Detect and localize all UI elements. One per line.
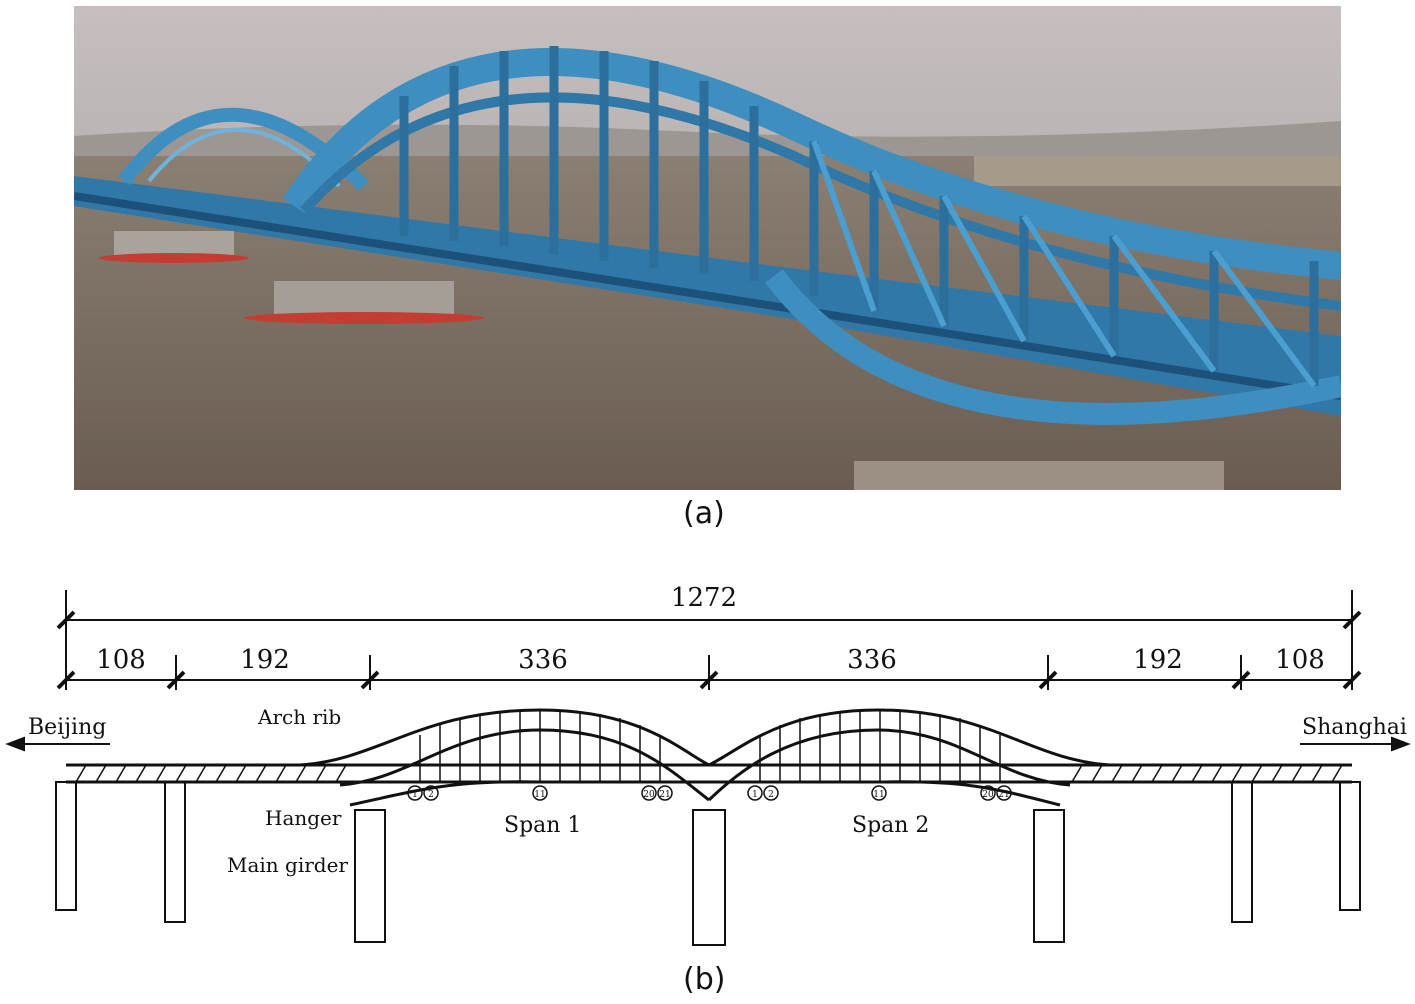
- bridge-elevation-drawing: 1272 108 192 336 336 192 108 Beijing Sha…: [5, 583, 1411, 946]
- span-length-5: 192: [1133, 645, 1183, 675]
- piers: [55, 781, 1361, 946]
- hanger-number-21a: 21: [659, 790, 670, 800]
- hanger-number-11a: 11: [534, 790, 545, 800]
- label-main-girder: Main girder: [227, 853, 348, 877]
- hanger-number-2a: 2: [428, 790, 434, 800]
- hanger-number-2b: 2: [768, 790, 774, 800]
- label-span-2: Span 2: [852, 813, 929, 838]
- span-length-1: 108: [96, 645, 146, 675]
- main-girder-structure: [66, 763, 1352, 784]
- hangers: [419, 710, 1001, 782]
- arch-ribs: [299, 708, 1111, 807]
- hanger-number-20a: 20: [643, 790, 655, 800]
- span-length-4: 336: [847, 645, 897, 675]
- direction-shanghai: Shanghai: [1302, 715, 1407, 740]
- span-length-2: 192: [240, 645, 290, 675]
- hanger-number-1a: 1: [412, 790, 418, 800]
- total-length-label: 1272: [671, 583, 737, 613]
- bridge-photo: [74, 6, 1341, 490]
- bridge-photo-illustration: [74, 6, 1341, 490]
- caption-b: (b): [683, 962, 726, 997]
- hanger-number-20b: 20: [982, 790, 994, 800]
- label-hanger: Hanger: [265, 806, 342, 830]
- hanger-number-21b: 21: [998, 790, 1009, 800]
- label-span-1: Span 1: [504, 813, 581, 838]
- direction-beijing: Beijing: [28, 715, 106, 740]
- hanger-number-11b: 11: [873, 790, 884, 800]
- span-length-6: 108: [1275, 645, 1325, 675]
- label-arch-rib: Arch rib: [257, 705, 341, 729]
- hanger-number-1b: 1: [752, 790, 758, 800]
- girder-truss-web: [75, 764, 1343, 783]
- span-length-3: 336: [518, 645, 568, 675]
- caption-a: (a): [683, 496, 725, 531]
